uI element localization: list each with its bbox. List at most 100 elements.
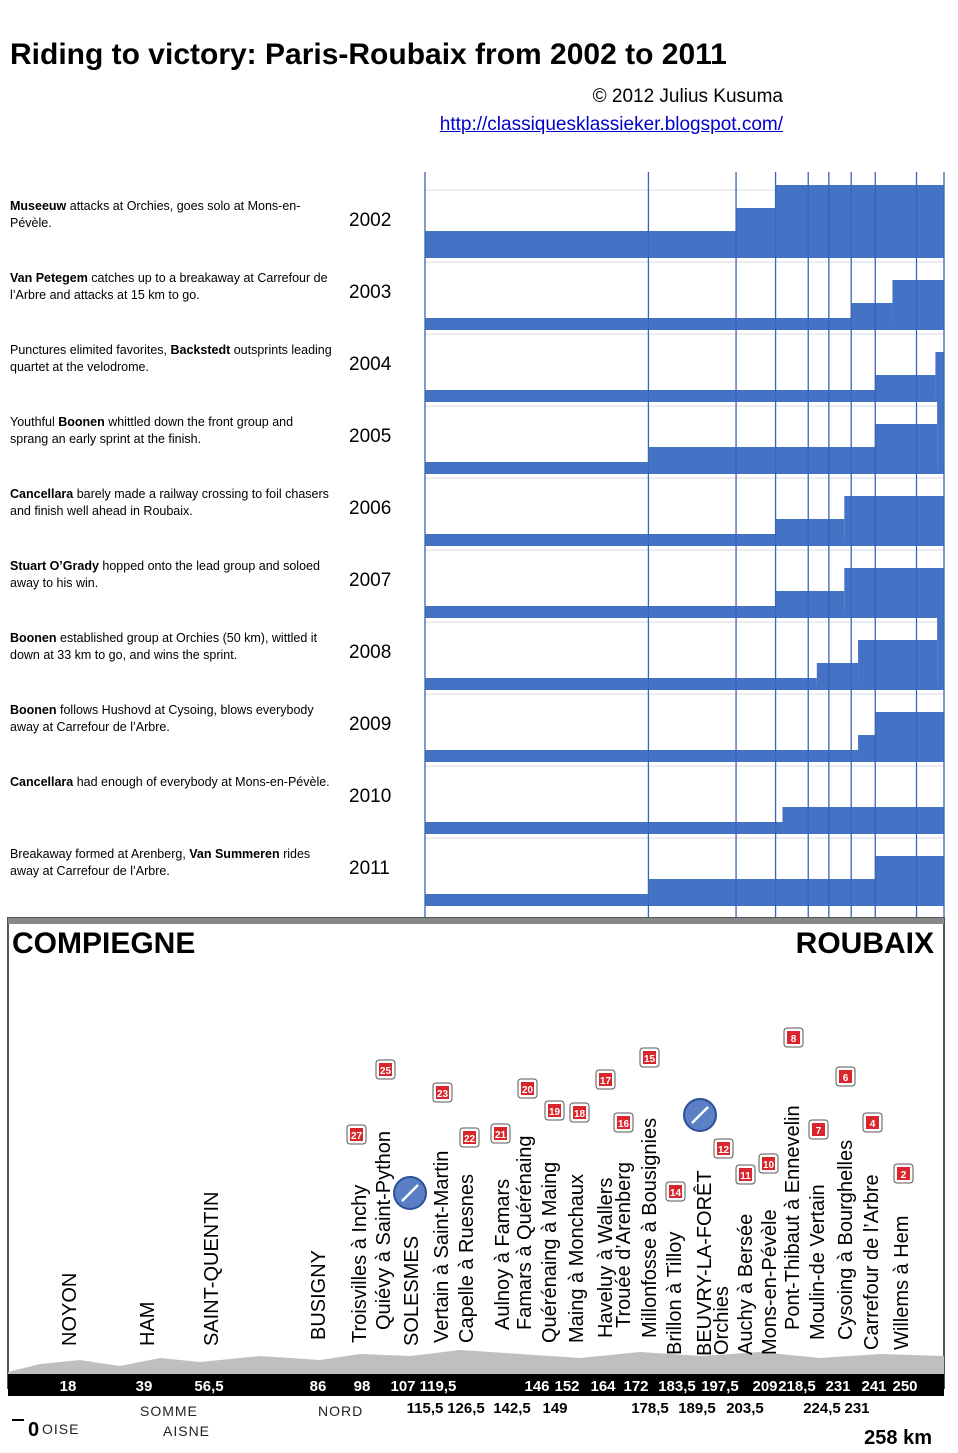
year-baseline bbox=[425, 398, 944, 402]
cobble-sector-label-group: Orchies bbox=[711, 1286, 733, 1355]
sector-number: 23 bbox=[437, 1089, 449, 1100]
cobble-sector-name: Quiévy à Saint-Python bbox=[373, 1131, 395, 1330]
year-label: 2011 bbox=[349, 858, 390, 879]
km-label-lower: 203,5 bbox=[726, 1400, 764, 1417]
cobble-sector-name: Moulin-de Vertain bbox=[807, 1184, 829, 1340]
sector-number: 7 bbox=[816, 1126, 822, 1137]
sector-number: 8 bbox=[791, 1034, 797, 1045]
cobble-sector-name: Trouée d’Arenberg bbox=[613, 1162, 635, 1328]
sector-number: 25 bbox=[380, 1066, 392, 1077]
km-label: 218,5 bbox=[778, 1378, 816, 1395]
sector-badge-fill bbox=[812, 1123, 825, 1136]
progress-step-2006 bbox=[425, 534, 776, 542]
sector-number: 11 bbox=[740, 1171, 751, 1182]
finish-town: ROUBAIX bbox=[796, 927, 934, 960]
sector-badge-fill bbox=[463, 1131, 476, 1144]
town-name: SAINT-QUENTIN bbox=[201, 1192, 223, 1346]
cobble-sector-label-group: Haveluy à Wallers bbox=[595, 1178, 617, 1338]
progress-step-2005 bbox=[937, 401, 944, 470]
progress-step-2011 bbox=[425, 894, 649, 902]
cobble-sector-label-group: Maing à Monchaux bbox=[566, 1174, 588, 1343]
progress-step-2010 bbox=[425, 822, 783, 830]
progress-step-2005 bbox=[648, 447, 876, 470]
sector-number: 4 bbox=[870, 1119, 876, 1130]
winner-name: Cancellara bbox=[10, 487, 74, 501]
progress-step-2009 bbox=[875, 712, 944, 758]
cobble-sector-label-group: Carrefour de l’Arbre bbox=[861, 1174, 883, 1350]
town-label-group: BUSIGNY bbox=[308, 1250, 330, 1340]
winner-name: Cancellara bbox=[10, 775, 74, 789]
sector-number: 19 bbox=[549, 1107, 561, 1118]
sector-badge-fill bbox=[494, 1127, 507, 1140]
year-description: Museeuw attacks at Orchies, goes solo at… bbox=[10, 199, 301, 230]
cobble-sector-label-group: Quiévy à Saint-Python bbox=[373, 1131, 395, 1330]
cobble-sector-name: Troisvilles à Inchy bbox=[349, 1185, 371, 1343]
cobble-sector-name: Haveluy à Wallers bbox=[595, 1178, 617, 1338]
year-baseline bbox=[425, 758, 944, 762]
sector-badge-fill bbox=[717, 1142, 730, 1155]
sector-badge-fill bbox=[436, 1086, 449, 1099]
year-label: 2006 bbox=[349, 498, 392, 519]
year-label: 2009 bbox=[349, 714, 392, 735]
sector-badge-fill bbox=[762, 1157, 775, 1170]
winner-name: Boonen bbox=[10, 631, 57, 645]
cobble-sector-label-group: Famars à Quérénaing bbox=[514, 1135, 536, 1330]
year-description: Breakaway formed at Arenberg, Van Summer… bbox=[10, 847, 311, 878]
blog-link[interactable]: http://classiquesklassieker.blogspot.com… bbox=[439, 114, 783, 135]
sector-badge-fill bbox=[897, 1167, 910, 1180]
progress-step-2006 bbox=[775, 519, 845, 542]
sector-badge-fill bbox=[739, 1168, 752, 1181]
winner-name: Van Petegem bbox=[10, 271, 88, 285]
year-description: Van Petegem catches up to a breakaway at… bbox=[10, 271, 328, 302]
town-label-group: HAM bbox=[137, 1302, 159, 1346]
department-label: SOMME bbox=[140, 1403, 198, 1419]
progress-step-2005 bbox=[875, 424, 938, 470]
year-description: Punctures elimited favorites, Backstedt … bbox=[10, 343, 332, 374]
year-description: Cancellara barely made a railway crossin… bbox=[10, 487, 329, 518]
km-label-lower: 115,5 bbox=[407, 1400, 444, 1417]
km-label: 56,5 bbox=[194, 1378, 223, 1395]
km-label-lower: 142,5 bbox=[493, 1400, 531, 1417]
progress-step-2005 bbox=[425, 462, 649, 470]
sector-number: 17 bbox=[600, 1076, 612, 1087]
km-label: 146 bbox=[524, 1378, 549, 1395]
cobble-sector-label-group: Capelle à Ruesnes bbox=[456, 1174, 478, 1343]
winner-name: Museeuw bbox=[10, 199, 67, 213]
cobble-sector-name: Maing à Monchaux bbox=[566, 1174, 588, 1343]
year-label: 2002 bbox=[349, 210, 392, 231]
profile-frame bbox=[7, 917, 945, 1389]
km-label: 119,5 bbox=[420, 1378, 457, 1395]
sector-badge-fill bbox=[643, 1051, 656, 1064]
cobble-sector-name: Quérénaing à Maing bbox=[539, 1162, 561, 1343]
km-label-lower: 224,5 bbox=[803, 1400, 841, 1417]
cobble-sector-name: Orchies bbox=[711, 1286, 733, 1355]
year-panel bbox=[424, 333, 945, 399]
cobble-sector-label-group: Quérénaing à Maing bbox=[539, 1162, 561, 1343]
km-label-lower: 231 bbox=[844, 1400, 869, 1417]
sector-badge-fill bbox=[573, 1106, 586, 1119]
cobble-sector-name: Auchy à Bersée bbox=[735, 1214, 757, 1355]
km-label-lower: 189,5 bbox=[678, 1400, 716, 1417]
sector-badge-fill bbox=[787, 1031, 800, 1044]
cobble-sector-label-group: Mons-en-Pévèle bbox=[759, 1209, 781, 1355]
cobble-sector-name: Aulnoy à Famars bbox=[492, 1179, 514, 1330]
progress-step-2009 bbox=[858, 735, 876, 758]
cobble-sector-name: Capelle à Ruesnes bbox=[456, 1174, 478, 1343]
progress-step-2010 bbox=[782, 807, 944, 830]
year-label: 2008 bbox=[349, 642, 392, 663]
copyright-credit: © 2012 Julius Kusuma bbox=[592, 86, 783, 107]
town-name: BEUVRY-LA-FORÊT bbox=[693, 1170, 716, 1356]
progress-step-2008 bbox=[858, 640, 938, 686]
cobble-sector-label-group: Aulnoy à Famars bbox=[492, 1179, 514, 1330]
start-town: COMPIEGNE bbox=[12, 927, 195, 960]
year-baseline bbox=[425, 686, 944, 690]
sector-number: 6 bbox=[843, 1073, 849, 1084]
cobble-sector-label-group: Trouée d’Arenberg bbox=[613, 1162, 635, 1328]
winner-name: Stuart O’Grady bbox=[10, 559, 99, 573]
department-label: OISE bbox=[42, 1421, 79, 1437]
progress-step-2003 bbox=[851, 303, 893, 326]
progress-step-2002 bbox=[736, 208, 776, 254]
progress-step-2004 bbox=[425, 390, 876, 398]
winner-name: Van Summeren bbox=[189, 847, 280, 861]
cobble-sector-name: Cysoing à Bourghelles bbox=[835, 1140, 857, 1340]
